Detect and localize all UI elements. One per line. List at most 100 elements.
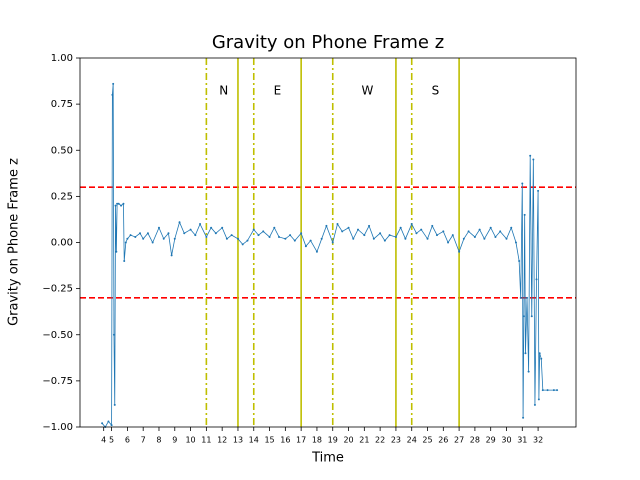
data-point [341, 230, 344, 233]
region-label: N [219, 84, 228, 98]
data-point [262, 230, 265, 233]
x-tick-label: 17 [296, 436, 306, 445]
y-tick-label: −0.50 [42, 330, 73, 341]
data-point [494, 235, 497, 238]
data-point [241, 243, 244, 246]
x-tick-label: 19 [328, 436, 338, 445]
region-label: E [274, 84, 282, 98]
x-tick-label: 11 [201, 436, 211, 445]
x-tick-label: 32 [533, 436, 543, 445]
data-point [514, 241, 517, 244]
data-point [273, 226, 276, 229]
x-tick-label: 18 [312, 436, 322, 445]
data-point [537, 398, 540, 401]
data-point [540, 357, 543, 360]
data-point [162, 237, 165, 240]
data-point [315, 250, 318, 253]
data-point [530, 315, 533, 318]
data-point [205, 235, 208, 238]
data-point [112, 333, 115, 336]
data-point [552, 389, 555, 392]
data-point [523, 213, 526, 216]
data-point [123, 259, 126, 262]
data-point [268, 235, 271, 238]
data-point [357, 228, 360, 231]
data-point [293, 239, 296, 242]
x-tick-label: 20 [343, 436, 353, 445]
data-point [510, 226, 513, 229]
data-point [173, 237, 176, 240]
data-point [388, 234, 391, 237]
x-tick-label: 28 [470, 436, 480, 445]
data-point [447, 241, 450, 244]
y-tick-label: 1.00 [51, 53, 73, 64]
data-point [139, 232, 142, 235]
x-tick-label: 8 [156, 436, 161, 445]
data-point [467, 230, 470, 233]
data-point [519, 296, 522, 299]
x-axis-label: Time [311, 451, 344, 466]
data-point [124, 241, 127, 244]
y-tick-label: 0.25 [51, 191, 73, 202]
region-label: S [432, 84, 440, 98]
data-point [372, 237, 375, 240]
data-point [120, 204, 123, 207]
x-tick-label: 30 [501, 436, 511, 445]
x-tick-label: 22 [375, 436, 385, 445]
data-point [284, 237, 287, 240]
data-point [535, 278, 538, 281]
data-point [151, 241, 154, 244]
data-point [257, 234, 260, 237]
data-point [113, 403, 116, 406]
data-point [352, 237, 355, 240]
x-tick-label: 7 [141, 436, 146, 445]
data-point [522, 416, 525, 419]
data-point [304, 245, 307, 248]
data-point [529, 154, 532, 157]
x-tick-label: 6 [125, 436, 130, 445]
data-point [325, 224, 328, 227]
data-point [142, 237, 145, 240]
data-point [252, 228, 255, 231]
data-point [214, 232, 217, 235]
data-point [157, 226, 160, 229]
data-point [289, 234, 292, 237]
data-point [451, 234, 454, 237]
data-point [410, 223, 413, 226]
y-tick-label: −1.00 [42, 422, 73, 433]
data-point [415, 232, 418, 235]
data-point [524, 352, 527, 355]
x-tick-label: 10 [185, 436, 195, 445]
data-point [331, 241, 334, 244]
data-point [236, 237, 239, 240]
data-point [110, 424, 113, 427]
data-point [420, 228, 423, 231]
data-point [399, 226, 402, 229]
data-point [170, 254, 173, 257]
data-point [505, 237, 508, 240]
data-point [199, 223, 202, 226]
data-point [167, 232, 170, 235]
data-point [518, 259, 521, 262]
data-point [221, 226, 224, 229]
data-point [483, 237, 486, 240]
x-tick-label: 21 [359, 436, 369, 445]
data-point [473, 235, 476, 238]
y-tick-label: −0.25 [42, 284, 73, 295]
x-tick-label: 5 [109, 436, 114, 445]
data-point [210, 226, 213, 229]
data-point [189, 228, 192, 231]
x-tick-label: 29 [486, 436, 496, 445]
data-point [122, 202, 125, 205]
data-point [537, 189, 540, 192]
data-point [300, 232, 303, 235]
data-point [522, 315, 525, 318]
data-point [230, 234, 233, 237]
data-point [489, 226, 492, 229]
plot-frame [79, 57, 577, 428]
data-point [383, 239, 386, 242]
data-point [394, 235, 397, 238]
data-point [101, 422, 104, 425]
data-point [129, 234, 132, 237]
